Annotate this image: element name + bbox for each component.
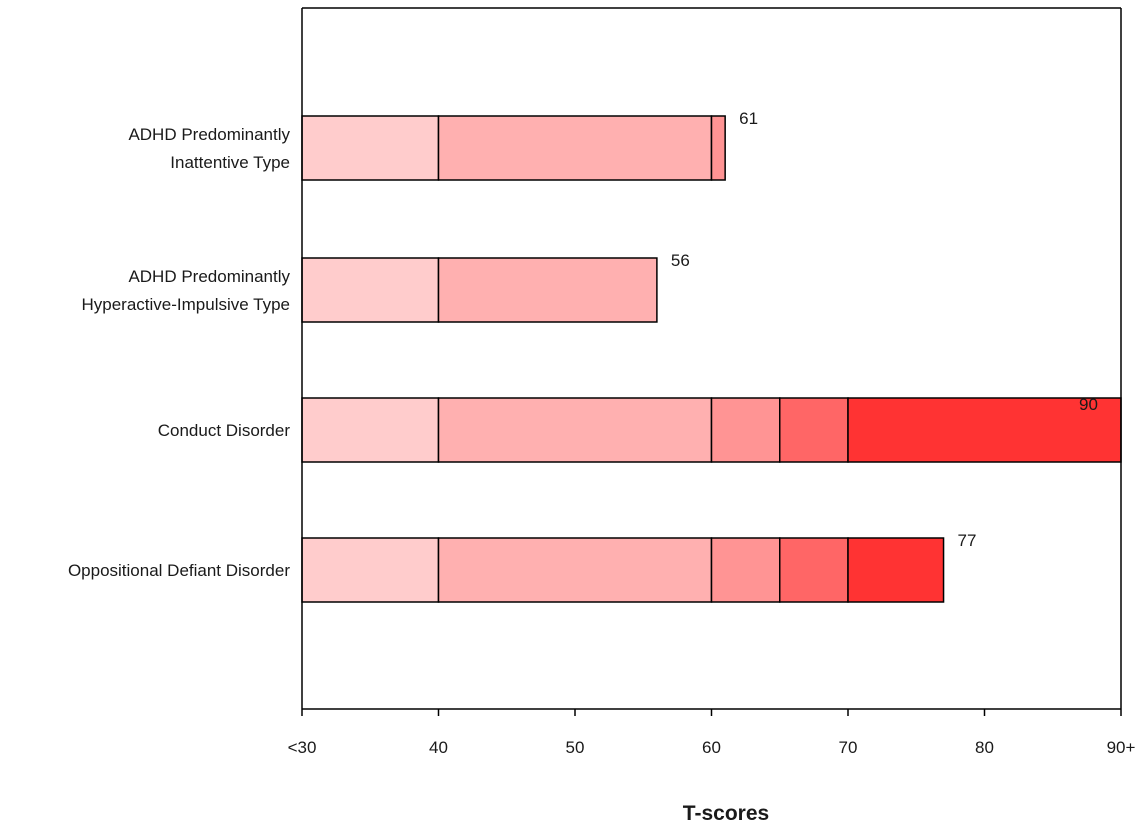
bar-segment [710,537,781,603]
bar-segment [710,397,781,463]
data-label: 56 [671,251,690,270]
bar-segment [847,397,1122,463]
category-label: ADHD Predominantly [128,267,290,286]
x-axis-ticks-group: <30 40 50 60 70 80 90+ [288,709,1136,757]
x-tick-label: 50 [566,738,585,757]
bar-segment [437,115,713,181]
category-label: Oppositional Defiant Disorder [68,561,290,580]
x-tick-label: 70 [839,738,858,757]
data-label: 90 [1079,395,1098,414]
x-tick-label: <30 [288,738,317,757]
bar-segment [710,115,726,181]
bar-segment [437,397,713,463]
category-label: Conduct Disorder [158,421,291,440]
bar-segment [301,397,440,463]
data-labels-group: 61 56 90 77 [671,109,1098,550]
bars-group [301,115,1122,603]
bar-segment [779,537,849,603]
bar-segment [301,257,440,323]
bar-segment [437,257,658,323]
bar-segment [437,537,713,603]
x-tick-label: 40 [429,738,448,757]
data-label: 77 [958,531,977,550]
bar-segment [301,115,440,181]
x-tick-label: 90+ [1107,738,1136,757]
bar-segment [847,537,945,603]
bar-segment [301,537,440,603]
x-axis-title: T-scores [683,802,769,823]
x-tick-label: 80 [975,738,994,757]
data-label: 61 [739,109,758,128]
category-labels-group: ADHD Predominantly Inattentive Type ADHD P… [68,125,291,580]
x-tick-label: 60 [702,738,721,757]
bar-segment [779,397,849,463]
plot-frame-group [301,7,1122,710]
category-label: ADHD Predominantly [128,125,290,144]
category-label: Inattentive Type [170,153,290,172]
category-label: Hyperactive-Impulsive Type [82,295,291,314]
